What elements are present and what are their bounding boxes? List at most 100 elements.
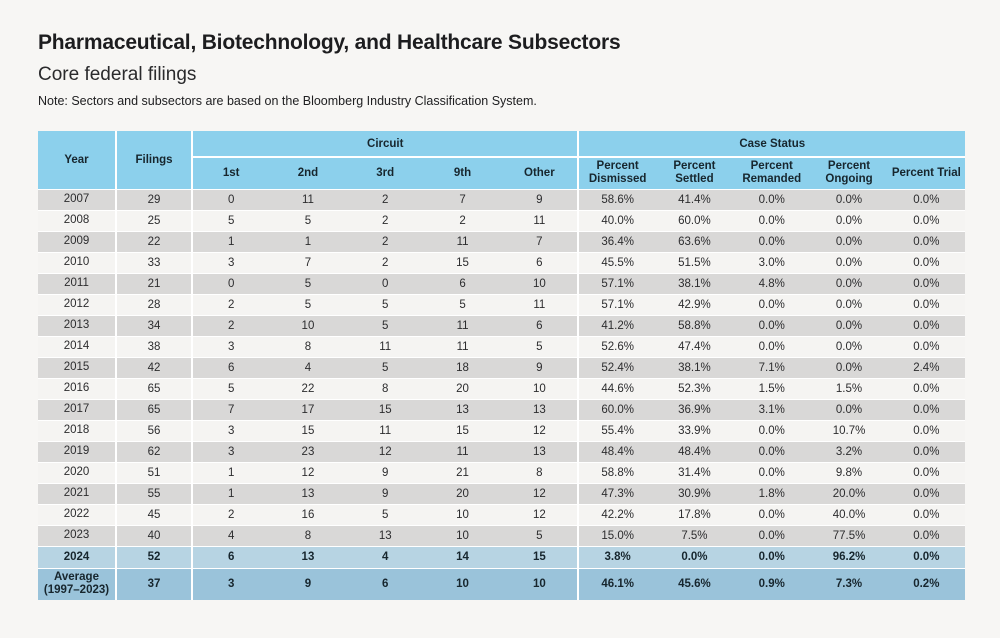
status-cell: 0.0% [733, 335, 811, 357]
circuit-cell: 20 [423, 377, 502, 399]
circuit-cell: 16 [269, 503, 347, 525]
status-cell: 0.0% [810, 356, 888, 378]
table-row-2019: 2019 62 3 23 12 11 13 48.4% 48.4% 0.0% 3.2% 0.0% [38, 440, 965, 462]
col-header-9th: 9th [423, 157, 502, 189]
col-header-year: Year [38, 131, 116, 189]
circuit-cell: 5 [190, 377, 270, 399]
circuit-cell: 12 [501, 419, 579, 441]
circuit-cell: 9 [346, 461, 424, 483]
table-row-2007: 2007 29 0 11 2 7 9 58.6% 41.4% 0.0% 0.0% 0.0% [38, 188, 965, 210]
status-cell: 0.0% [810, 251, 888, 273]
circuit-cell: 12 [269, 461, 347, 483]
circuit-cell: 22 [269, 377, 347, 399]
circuit-cell: 15 [346, 398, 424, 420]
year-cell: 2020 [38, 461, 116, 483]
circuit-cell: 10 [269, 314, 347, 336]
status-cell: 0.0% [887, 398, 965, 420]
status-cell: 0.0% [887, 419, 965, 441]
col-header-percent-ongoing: Percent Ongoing [810, 157, 888, 189]
circuit-cell: 5 [346, 314, 424, 336]
circuit-cell: 9 [269, 567, 347, 600]
status-cell: 57.1% [577, 293, 656, 315]
circuit-cell: 5 [269, 293, 347, 315]
circuit-cell: 6 [190, 545, 270, 568]
status-cell: 7.1% [733, 356, 811, 378]
circuit-cell: 10 [423, 567, 502, 600]
status-cell: 1.5% [810, 377, 888, 399]
col-header-other: Other [501, 157, 579, 189]
status-cell: 44.6% [577, 377, 656, 399]
status-cell: 41.2% [577, 314, 656, 336]
status-cell: 0.0% [810, 230, 888, 252]
status-cell: 0.0% [733, 545, 811, 568]
status-cell: 0.0% [887, 188, 965, 210]
circuit-cell: 3 [190, 335, 270, 357]
circuit-cell: 18 [423, 356, 502, 378]
status-cell: 0.0% [887, 482, 965, 504]
filings-cell: 21 [115, 272, 192, 294]
status-cell: 30.9% [655, 482, 734, 504]
filings-cell: 34 [115, 314, 192, 336]
year-cell: 2019 [38, 440, 116, 462]
circuit-cell: 10 [423, 524, 502, 546]
status-cell: 0.0% [810, 209, 888, 231]
status-cell: 52.3% [655, 377, 734, 399]
circuit-cell: 8 [269, 524, 347, 546]
status-cell: 55.4% [577, 419, 656, 441]
status-cell: 0.0% [887, 293, 965, 315]
circuit-cell: 6 [501, 314, 579, 336]
status-cell: 31.4% [655, 461, 734, 483]
circuit-cell: 11 [423, 314, 502, 336]
group-header-case-status: Case Status [577, 131, 965, 158]
status-cell: 38.1% [655, 272, 734, 294]
status-cell: 41.4% [655, 188, 734, 210]
circuit-cell: 13 [501, 398, 579, 420]
circuit-cell: 10 [423, 503, 502, 525]
status-cell: 0.0% [655, 545, 734, 568]
filings-cell: 55 [115, 482, 192, 504]
circuit-cell: 5 [346, 503, 424, 525]
circuit-cell: 5 [423, 293, 502, 315]
status-cell: 1.8% [733, 482, 811, 504]
status-cell: 52.6% [577, 335, 656, 357]
status-cell: 0.0% [810, 314, 888, 336]
circuit-cell: 2 [346, 230, 424, 252]
circuit-cell: 11 [346, 419, 424, 441]
col-header-filings: Filings [115, 131, 192, 189]
report: Pharmaceutical, Biotechnology, and Healt… [38, 30, 965, 600]
circuit-cell: 5 [269, 209, 347, 231]
status-cell: 58.8% [655, 314, 734, 336]
status-cell: 0.0% [810, 398, 888, 420]
status-cell: 0.9% [733, 567, 811, 600]
status-cell: 58.8% [577, 461, 656, 483]
status-cell: 47.3% [577, 482, 656, 504]
status-cell: 0.0% [887, 272, 965, 294]
circuit-cell: 11 [501, 209, 579, 231]
status-cell: 42.2% [577, 503, 656, 525]
status-cell: 7.3% [810, 567, 888, 600]
circuit-cell: 9 [501, 356, 579, 378]
table-row-2013: 2013 34 2 10 5 11 6 41.2% 58.8% 0.0% 0.0% 0.0% [38, 314, 965, 336]
table-row-2017: 2017 65 7 17 15 13 13 60.0% 36.9% 3.1% 0.0% 0.0% [38, 398, 965, 420]
status-cell: 42.9% [655, 293, 734, 315]
status-cell: 2.4% [887, 356, 965, 378]
status-cell: 77.5% [810, 524, 888, 546]
table-header: Year Filings Circuit Case Status 1st 2nd 3… [38, 131, 965, 189]
table-row-2015: 2015 42 6 4 5 18 9 52.4% 38.1% 7.1% 0.0% 2.4% [38, 356, 965, 378]
filings-cell: 33 [115, 251, 192, 273]
status-cell: 48.4% [655, 440, 734, 462]
filings-cell: 56 [115, 419, 192, 441]
status-cell: 45.6% [655, 567, 734, 600]
status-cell: 0.0% [887, 251, 965, 273]
circuit-cell: 2 [190, 314, 270, 336]
circuit-cell: 11 [423, 335, 502, 357]
status-cell: 40.0% [577, 209, 656, 231]
filings-cell: 45 [115, 503, 192, 525]
circuit-cell: 11 [423, 440, 502, 462]
filings-cell: 42 [115, 356, 192, 378]
year-cell: 2017 [38, 398, 116, 420]
table-row-2012: 2012 28 2 5 5 5 11 57.1% 42.9% 0.0% 0.0% 0.0% [38, 293, 965, 315]
status-cell: 0.0% [733, 524, 811, 546]
circuit-cell: 13 [346, 524, 424, 546]
circuit-cell: 6 [423, 272, 502, 294]
